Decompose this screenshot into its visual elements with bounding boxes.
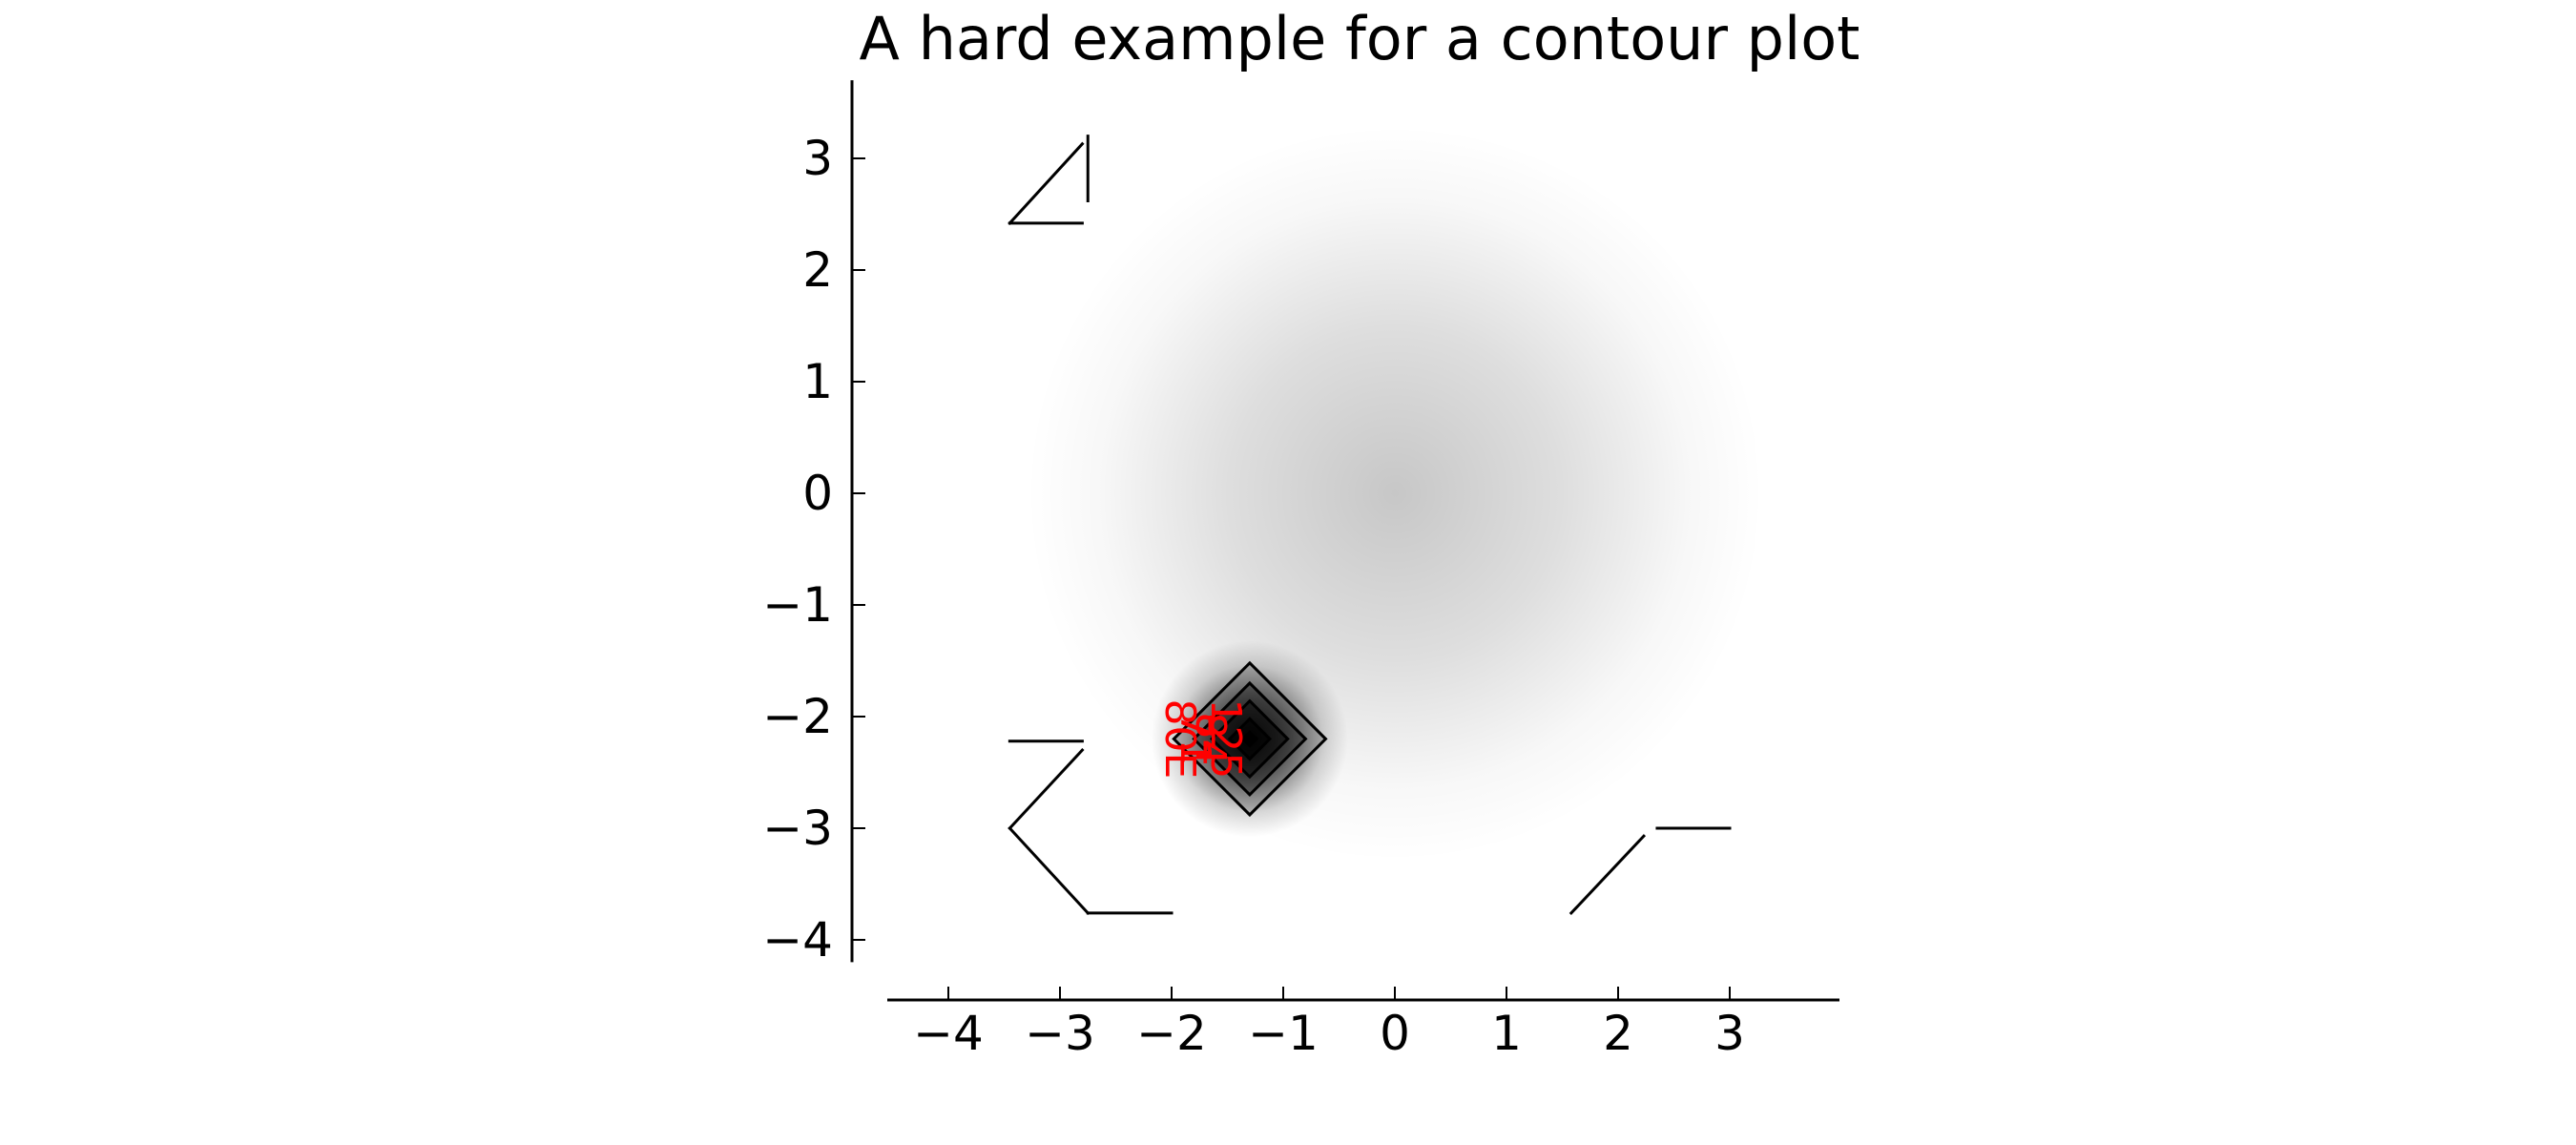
y-tick-label: 0 [802, 466, 833, 521]
density-background [1026, 124, 1764, 863]
y-axis-ticks: −4 −3 −2 −1 0 1 2 3 [762, 131, 865, 968]
contour-label-0: 125 [1201, 698, 1250, 779]
stray-contour-segments [1008, 135, 1732, 916]
chart-title: A hard example for a contour plot [860, 4, 1860, 73]
contour-label-1: 84 [1186, 712, 1235, 765]
stray-segment-7 [1568, 834, 1647, 916]
x-tick-label: 2 [1603, 1006, 1633, 1061]
x-axis-ticks: −4 −3 −2 −1 0 1 2 3 [913, 987, 1745, 1061]
x-tick-label: 3 [1714, 1006, 1745, 1061]
x-tick-label: 0 [1380, 1006, 1410, 1061]
y-tick-label: −3 [762, 801, 833, 856]
density-blob-main [1026, 124, 1764, 863]
x-tick-label: −2 [1136, 1006, 1207, 1061]
y-tick-label: 3 [802, 131, 833, 186]
stray-segment-4 [1008, 747, 1085, 831]
y-tick-label: −4 [762, 912, 833, 968]
y-tick-label: −2 [762, 689, 833, 744]
contour-lines [1172, 660, 1328, 818]
axes: −4 −3 −2 −1 0 1 2 3 −4 −3 −2 −1 0 1 2 3 [762, 80, 1839, 1061]
stray-segment-0 [1008, 141, 1085, 225]
contour-ring-4 [1240, 730, 1259, 748]
x-tick-label: 1 [1491, 1006, 1522, 1061]
contour-label-2: 71 [1171, 712, 1219, 765]
y-tick-label: 2 [802, 242, 833, 298]
x-tick-label: −1 [1248, 1006, 1319, 1061]
stray-segment-5 [1008, 825, 1091, 916]
y-tick-label: 1 [802, 354, 833, 409]
contour-label-3: 80E [1155, 699, 1204, 780]
y-tick-label: −1 [762, 577, 833, 633]
x-tick-label: −4 [913, 1006, 984, 1061]
x-tick-label: −3 [1025, 1006, 1095, 1061]
